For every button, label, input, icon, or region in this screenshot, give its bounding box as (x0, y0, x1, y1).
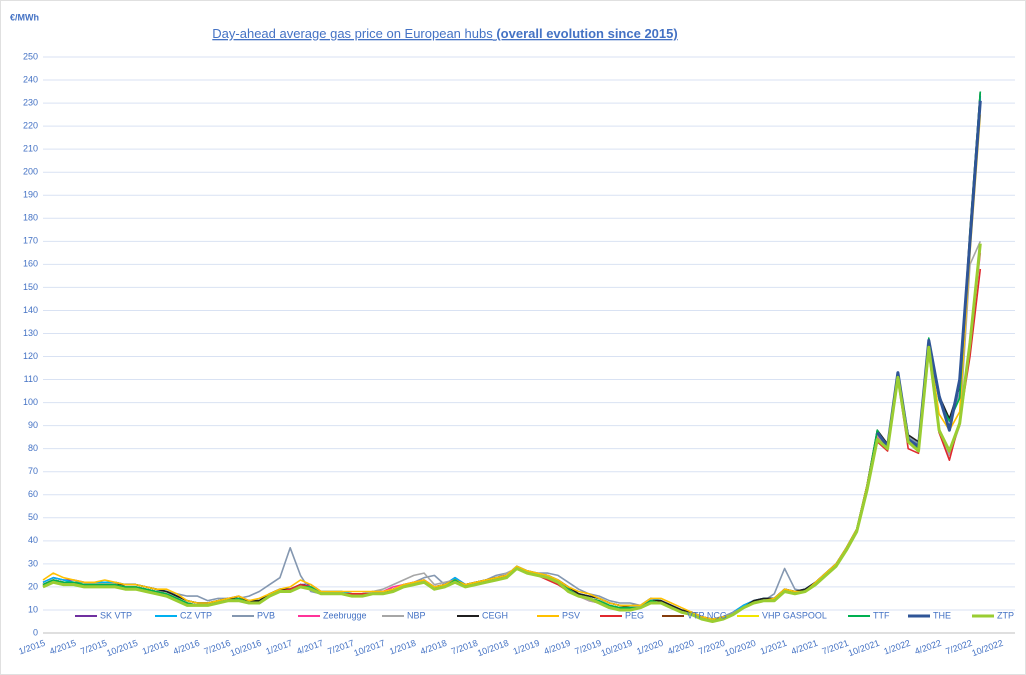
y-tick-label: 30 (28, 558, 38, 568)
legend-label: TTF (873, 610, 890, 620)
y-tick-label: 230 (23, 97, 38, 107)
y-tick-label: 240 (23, 74, 38, 84)
y-tick-label: 50 (28, 512, 38, 522)
y-tick-label: 210 (23, 144, 38, 154)
legend-label: Zeebrugge (323, 610, 367, 620)
legend-label: PVB (257, 610, 275, 620)
chart-title: Day-ahead average gas price on European … (212, 26, 677, 41)
title-main: Day-ahead average gas price on European … (212, 26, 493, 41)
y-tick-label: 130 (23, 328, 38, 338)
y-tick-label: 20 (28, 581, 38, 591)
legend-label: ZTP (997, 610, 1014, 620)
y-tick-label: 200 (23, 167, 38, 177)
y-tick-label: 0 (33, 627, 38, 637)
y-tick-label: 110 (24, 374, 38, 384)
y-tick-label: 100 (23, 397, 38, 407)
y-tick-label: 160 (23, 259, 38, 269)
legend-label: PEG (625, 610, 644, 620)
legend-label: PSV (562, 610, 580, 620)
y-tick-label: 90 (28, 420, 38, 430)
y-tick-label: 120 (23, 351, 38, 361)
y-tick-label: 140 (23, 305, 38, 315)
y-tick-label: 220 (23, 120, 38, 130)
y-tick-label: 250 (23, 51, 38, 61)
series-line (42, 114, 982, 620)
legend-label: CEGH (482, 610, 508, 620)
legend-label: CZ VTP (180, 610, 212, 620)
y-axis-label: €/MWh (10, 12, 39, 22)
y-tick-label: 70 (28, 466, 38, 476)
y-tick-label: 60 (28, 489, 38, 499)
legend-label: VHP GASPOOL (762, 610, 827, 620)
y-tick-label: 150 (23, 282, 38, 292)
legend-label: VTP NCG (687, 610, 727, 620)
y-tick-label: 180 (23, 213, 38, 223)
y-tick-label: 190 (23, 190, 38, 200)
y-tick-label: 170 (23, 236, 38, 246)
y-tick-label: 10 (28, 604, 38, 614)
y-tick-label: 40 (28, 535, 38, 545)
legend-label: THE (933, 610, 951, 620)
y-tick-label: 80 (28, 443, 38, 453)
series-line (42, 243, 982, 623)
legend-label: NBP (407, 610, 426, 620)
legend-label: SK VTP (100, 610, 132, 620)
title-emphasis: (overall evolution since 2015) (496, 26, 677, 41)
